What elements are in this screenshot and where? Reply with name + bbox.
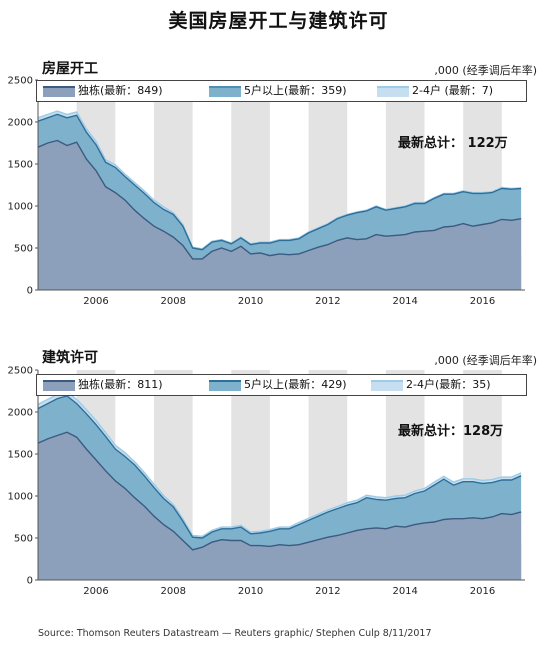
legend-item-two-to-four: 2-4户 (最新：7) [377,83,493,99]
x-tick-label: 2006 [83,296,108,307]
x-tick-label: 2014 [392,586,417,597]
y-tick-label: 2000 [8,118,33,129]
line-single-family [37,139,522,260]
x-tick-label: 2016 [470,586,495,597]
y-tick-label: 1500 [8,450,33,461]
line-five-plus [37,395,522,539]
x-tick-label: 2010 [238,586,263,597]
x-tick-label: 2008 [161,296,186,307]
x-tick-label: 2012 [315,586,340,597]
legend-item-five-plus: 5户以上(最新：429) [209,377,347,393]
legend-permits: 独栋(最新：811) 5户以上(最新：429) 2-4户(最新：35) [36,374,527,396]
unit-label-starts: ,000 (经季调后年率) [434,64,537,77]
area-single-family [38,432,522,580]
legend-item-single-family: 独栋(最新：849) [43,83,163,99]
y-tick-label: 2500 [8,366,33,377]
area-single-family [38,140,522,290]
line-two-to-four [37,391,522,538]
x-tick-label: 2008 [161,586,186,597]
line-two-to-four [37,110,522,250]
line-five-plus [37,113,522,251]
y-tick-label: 1000 [8,202,33,213]
main-title: 美国房屋开工与建筑许可 [168,10,389,32]
y-tick-label: 1500 [8,160,33,171]
x-tick-label: 2016 [470,296,495,307]
x-tick-label: 2006 [83,586,108,597]
x-tick-label: 2010 [238,296,263,307]
y-tick-label: 2000 [8,408,33,419]
legend-item-single-family: 独栋(最新：811) [43,377,163,393]
total-label-permits: 最新总计：128万 [398,424,504,439]
y-tick-label: 500 [14,534,33,545]
x-tick-label: 2012 [315,296,340,307]
legend-item-five-plus: 5户以上(最新：359) [209,83,347,99]
x-tick-label: 2014 [392,296,417,307]
housing-starts-chart: 0 500 1000 1500 2000 2500 2006 2008 2010 2012 2014… [8,76,525,307]
y-tick-label: 0 [27,286,33,297]
building-permits-chart: 0 500 1000 1500 2000 2500 2006 2008 2010 2012 2014… [8,366,525,597]
y-tick-label: 0 [27,576,33,587]
unit-label-permits: ,000 (经季调后年率) [434,354,537,367]
source-note: Source: Thomson Reuters Datastream — Reu… [38,628,432,639]
y-tick-label: 1000 [8,492,33,503]
panel-title-starts: 房屋开工 [42,61,98,77]
total-label-starts: 最新总计： 122万 [398,136,508,151]
y-tick-label: 2500 [8,76,33,87]
panel-title-permits: 建筑许可 [42,350,98,366]
legend-item-two-to-four: 2-4户(最新：35) [371,377,491,393]
line-single-family [37,431,522,551]
y-tick-label: 500 [14,244,33,255]
legend-starts: 独栋(最新：849) 5户以上(最新：359) 2-4户 (最新：7) [36,80,527,102]
